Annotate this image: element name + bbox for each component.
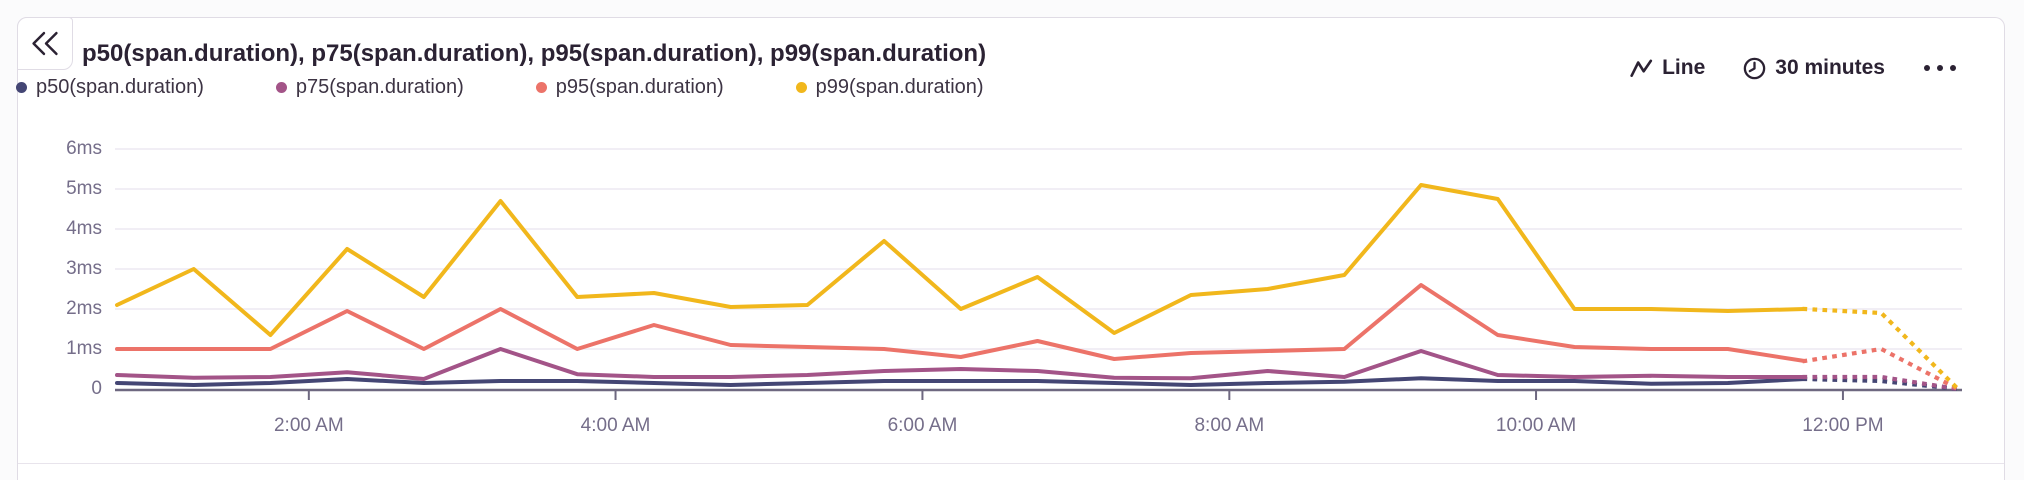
chart-legend: p50(span.duration) p75(span.duration) p95(…	[16, 76, 1056, 99]
legend-item-p50[interactable]: p50(span.duration)	[16, 76, 204, 99]
legend-item-p99[interactable]: p99(span.duration)	[795, 76, 984, 99]
section-divider	[18, 462, 2004, 464]
more-options-button[interactable]	[1923, 60, 1957, 76]
header-controls: Line 30 minutes	[1630, 56, 1957, 80]
legend-dot	[16, 82, 27, 93]
chart-type-select[interactable]: Line	[1630, 56, 1705, 80]
line-chart-icon	[1630, 58, 1653, 78]
interval-label: 30 minutes	[1775, 56, 1885, 79]
legend-dot	[795, 82, 807, 93]
legend-label: p75(span.duration)	[295, 76, 464, 98]
clock-icon	[1743, 57, 1766, 80]
legend-label: p50(span.duration)	[36, 76, 204, 98]
collapse-button[interactable]	[16, 16, 73, 70]
chart-type-label: Line	[1662, 56, 1706, 79]
legend-item-p95[interactable]: p95(span.duration)	[535, 76, 724, 99]
legend-dot	[275, 82, 287, 93]
legend-label: p99(span.duration)	[815, 76, 984, 98]
legend-label: p95(span.duration)	[555, 76, 724, 98]
legend-dot	[535, 82, 547, 93]
chart-title: p50(span.duration), p75(span.duration), …	[82, 40, 987, 67]
ellipsis-icon	[1923, 64, 1957, 72]
double-chevron-left-icon	[30, 30, 60, 57]
legend-item-p75[interactable]: p75(span.duration)	[275, 76, 464, 99]
interval-select[interactable]: 30 minutes	[1743, 56, 1885, 80]
